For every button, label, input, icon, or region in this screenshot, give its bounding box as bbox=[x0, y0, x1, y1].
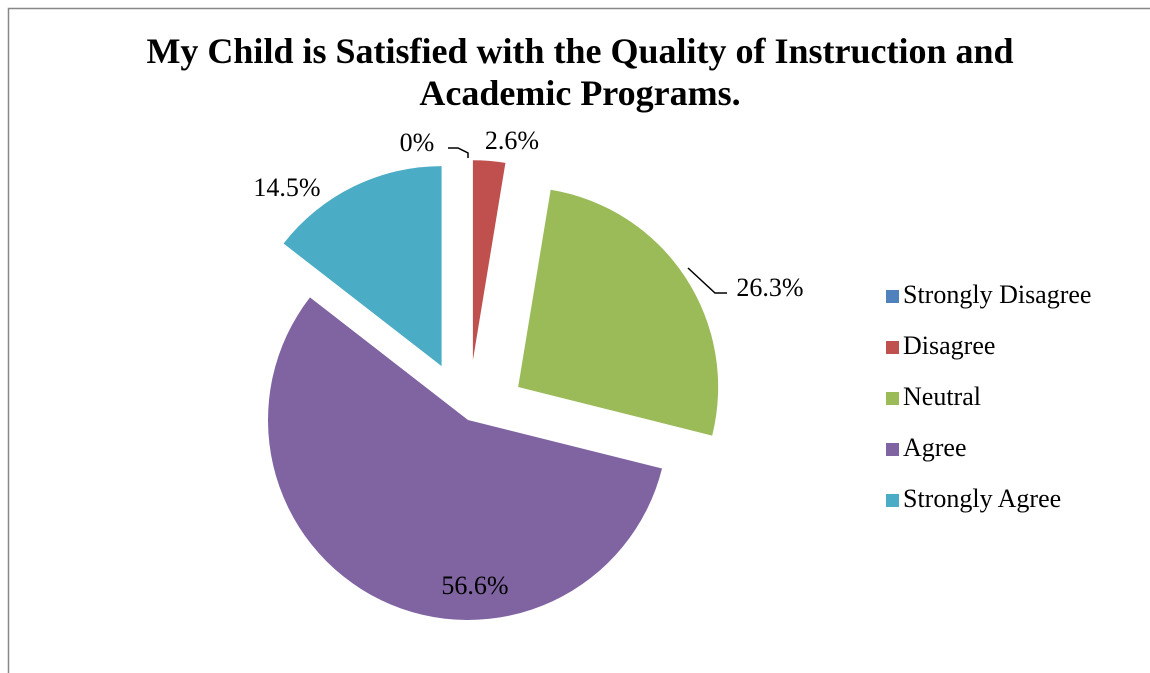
legend-label: Strongly Disagree bbox=[903, 280, 1091, 309]
legend-swatch bbox=[886, 290, 899, 303]
pie-slice bbox=[283, 166, 442, 367]
legend-label: Disagree bbox=[903, 331, 995, 360]
chart-title: My Child is Satisfied with the Quality o… bbox=[146, 31, 1014, 113]
legend-swatch bbox=[886, 494, 899, 507]
leader-line bbox=[448, 147, 469, 158]
pie-slice bbox=[472, 160, 506, 361]
chart-border bbox=[7, 7, 1150, 673]
legend-label: Agree bbox=[903, 433, 967, 462]
legend-swatch bbox=[886, 341, 899, 354]
leader-line bbox=[687, 267, 727, 294]
data-label: 0% bbox=[400, 128, 435, 157]
pie-slice bbox=[518, 189, 719, 436]
data-label: 26.3% bbox=[736, 273, 803, 302]
data-label: 56.6% bbox=[441, 571, 508, 600]
legend-label: Strongly Agree bbox=[903, 484, 1061, 513]
data-label: 2.6% bbox=[485, 126, 539, 155]
data-label: 14.5% bbox=[253, 173, 320, 202]
pie-slice bbox=[267, 297, 663, 621]
legend-swatch bbox=[886, 443, 899, 456]
legend-label: Neutral bbox=[903, 382, 981, 411]
legend-swatch bbox=[886, 392, 899, 405]
